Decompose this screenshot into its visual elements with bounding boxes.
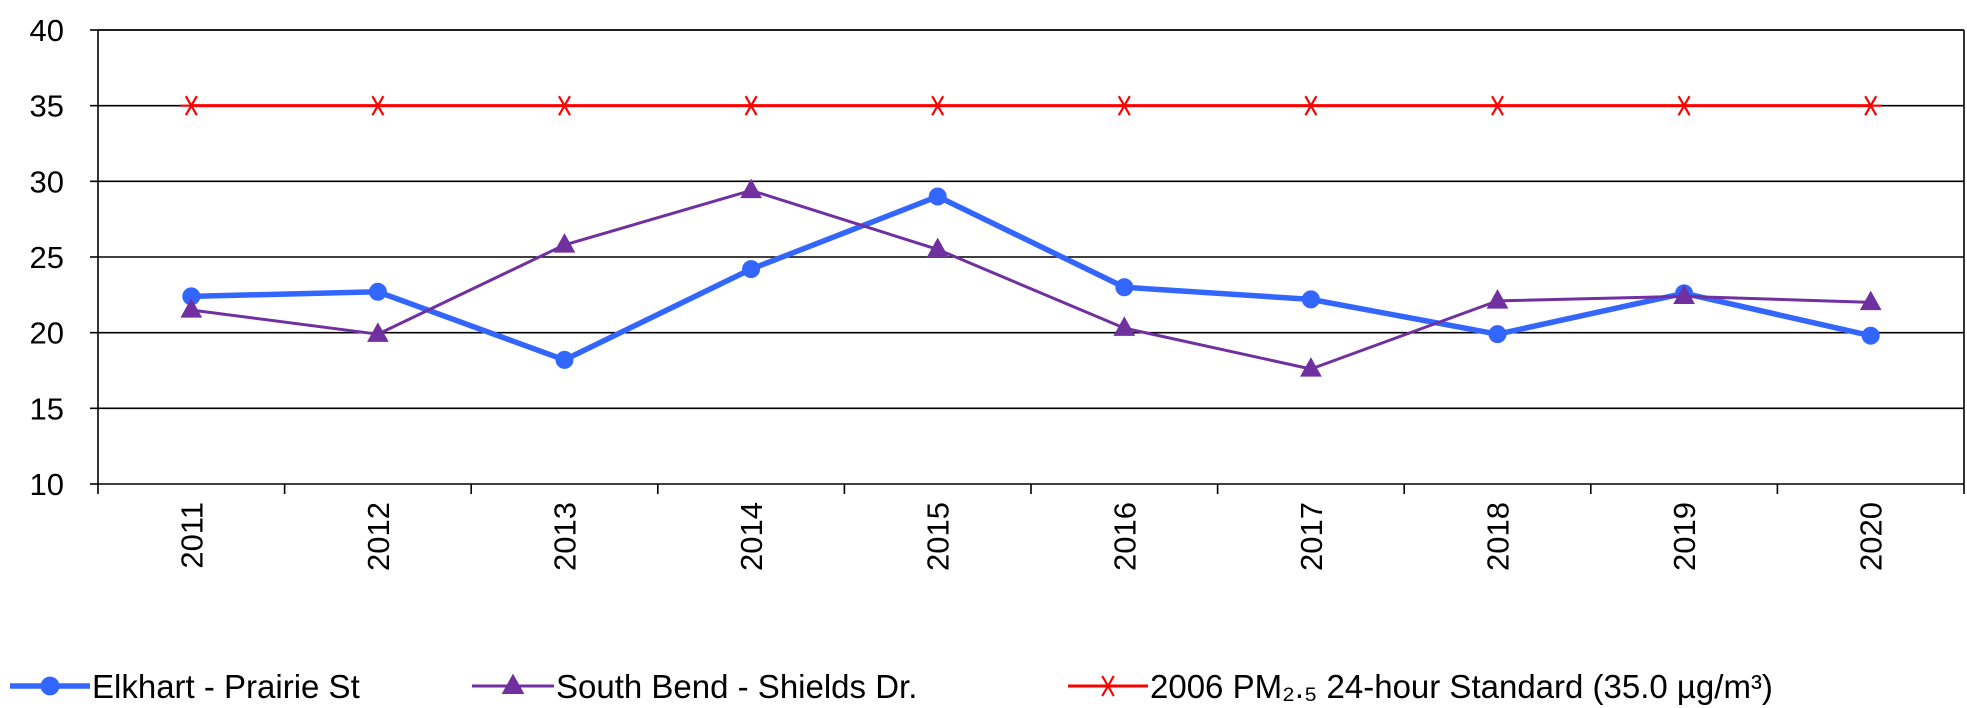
series-line — [191, 188, 1871, 371]
data-point — [553, 233, 576, 253]
asterisk-stroke — [371, 95, 385, 116]
asterisk-stroke — [1101, 675, 1115, 697]
asterisk-stroke — [1117, 95, 1131, 116]
x-tick-label: 2016 — [1107, 502, 1142, 571]
data-point — [742, 260, 761, 279]
series-line — [191, 193, 1872, 363]
data-point — [1859, 290, 1882, 311]
legend-label: 2006 PM₂.₅ 24-hour Standard (35.0 µg/m³) — [1150, 668, 1773, 705]
axes: 10 15 20 25 30 35 40 2011 2012 2013 2014 2015 2016 20… — [30, 13, 1965, 571]
series-2 — [180, 178, 1882, 377]
data-point — [1486, 289, 1509, 309]
data-point — [180, 298, 203, 318]
data-point — [40, 676, 60, 696]
data-point — [1299, 95, 1322, 116]
y-tick-label: 25 — [30, 240, 64, 275]
x-tick-label: 2017 — [1294, 502, 1329, 571]
asterisk-stroke — [1677, 95, 1691, 116]
x-tick-label: 2019 — [1667, 502, 1702, 571]
legend-item-2: South Bend - Shields Dr. — [472, 668, 917, 705]
y-tick-label: 40 — [30, 13, 64, 48]
y-tick-label: 20 — [30, 316, 64, 351]
series-1 — [182, 187, 1880, 369]
asterisk-stroke — [1304, 95, 1318, 116]
legend-item-3: 2006 PM₂.₅ 24-hour Standard (35.0 µg/m³) — [1068, 668, 1773, 705]
data-point — [1673, 284, 1695, 305]
data-point — [367, 322, 389, 342]
data-point — [1115, 278, 1134, 297]
x-tick-label: 2011 — [174, 502, 209, 569]
data-point — [1859, 95, 1882, 116]
data-point — [1488, 325, 1507, 344]
asterisk-stroke — [558, 95, 571, 116]
asterisk-stroke — [1491, 95, 1504, 116]
data-point — [926, 237, 949, 258]
y-tick-label: 35 — [30, 89, 64, 124]
data-point — [740, 178, 762, 199]
series-3 — [180, 95, 1882, 116]
x-tick-label: 2013 — [548, 502, 583, 571]
data-point — [740, 95, 763, 116]
asterisk-stroke — [184, 95, 198, 116]
y-tick-label: 15 — [30, 391, 64, 426]
data-point — [1301, 290, 1320, 309]
x-tick-label: 2012 — [361, 502, 396, 571]
data-point — [555, 350, 574, 369]
data-point — [1096, 675, 1120, 697]
data-point — [368, 282, 387, 301]
y-tick-label: 30 — [30, 164, 64, 199]
data-point — [366, 95, 389, 116]
data-point — [1486, 95, 1509, 116]
x-tick-label: 2020 — [1854, 502, 1889, 571]
data-point — [1113, 95, 1136, 116]
asterisk-stroke — [931, 95, 945, 116]
x-tick-label: 2015 — [921, 502, 956, 571]
data-point — [1113, 316, 1136, 336]
x-tick-label: 2014 — [734, 502, 769, 571]
legend: Elkhart - Prairie St South Bend - Shields… — [10, 668, 1773, 705]
data-point — [1300, 357, 1322, 377]
data-point — [180, 95, 203, 116]
data-point — [1673, 95, 1696, 116]
legend-item-1: Elkhart - Prairie St — [10, 668, 360, 705]
series-group — [180, 95, 1882, 377]
x-tick-label: 2018 — [1481, 502, 1516, 571]
legend-label: South Bend - Shields Dr. — [556, 668, 917, 705]
data-point — [928, 187, 947, 206]
data-point — [553, 95, 576, 116]
gridlines — [98, 29, 1964, 410]
data-point — [1861, 326, 1880, 345]
asterisk-stroke — [744, 95, 758, 116]
data-point — [501, 673, 525, 695]
legend-label: Elkhart - Prairie St — [92, 668, 360, 705]
y-tick-label: 10 — [30, 467, 64, 502]
data-point — [926, 95, 949, 116]
asterisk-stroke — [1864, 95, 1878, 116]
